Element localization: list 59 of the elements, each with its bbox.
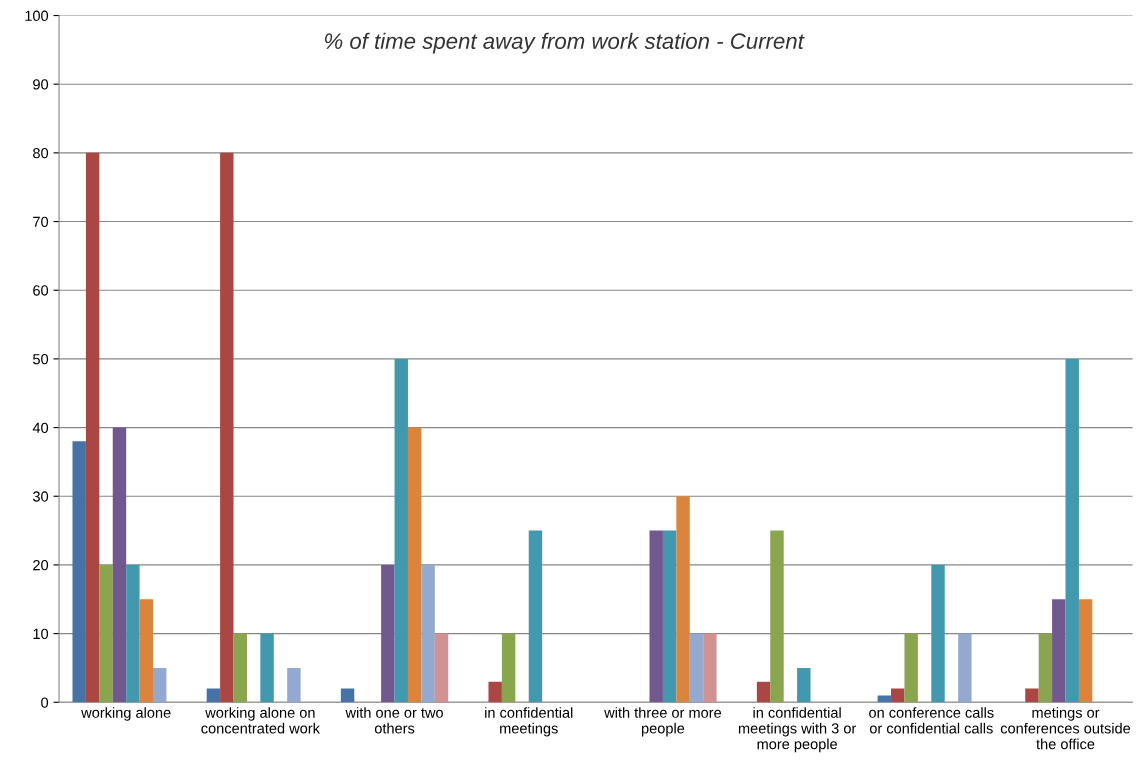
bar [99,564,113,703]
bar [394,358,408,703]
bar [703,633,717,703]
bar [434,633,449,703]
bar [233,633,247,703]
bar [756,681,771,703]
x-tick-label: in confidential meetings [485,707,573,737]
bar [797,667,811,703]
x-tick-label: working alone [81,707,171,721]
bar [662,530,677,703]
bar [676,496,690,703]
bar [904,633,918,703]
bar [1065,358,1079,703]
bar [958,633,972,703]
x-tick-label: in confidential meetings with 3 or more people [738,707,857,753]
bar [1038,633,1053,703]
bar [206,688,221,703]
text: % of time spent away from work station - Current [325,32,805,54]
bar [421,564,435,703]
bar [340,688,355,703]
y-tick-label: 100 [25,10,49,21]
bar [501,633,516,703]
bar [689,633,704,703]
bar [287,667,301,703]
bar [72,441,86,703]
y-tick-label: 40 [32,422,49,433]
bar [891,688,905,703]
bar [139,599,154,703]
x-tick-label: with three or more people [604,707,722,737]
y-tick-label: 30 [32,491,49,502]
x-tick-label: with one or two others [345,707,443,734]
bar [488,681,502,703]
bar [153,667,167,703]
y-tick-label: 50 [33,354,49,365]
bar [1052,599,1066,703]
bar [1078,599,1093,703]
bar [770,530,784,703]
y-tick-label: 60 [33,285,49,296]
y-tick-label: 20 [33,560,49,571]
bar [528,530,543,703]
bar [112,427,127,703]
bar [85,152,100,703]
bar [260,633,274,703]
y-tick-label: 0 [41,697,49,708]
bar [381,564,395,703]
bar [1025,688,1039,703]
bar [931,564,945,703]
bar [126,564,140,703]
bar [220,152,234,703]
bar [649,530,663,703]
bar [877,695,892,703]
y-tick-label: 70 [33,216,49,227]
x-tick-label: on conference calls or confidential calls [869,707,994,734]
y-tick-label: 80 [33,147,49,159]
y-tick-label: 10 [33,628,49,640]
x-tick-label: working alone on concentrated work [201,707,320,734]
y-tick-label: 90 [33,79,49,90]
bar [407,427,422,703]
x-tick-label: metings or conferences outside the office [1000,707,1131,750]
